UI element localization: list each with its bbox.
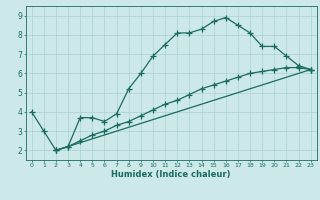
X-axis label: Humidex (Indice chaleur): Humidex (Indice chaleur) bbox=[111, 170, 231, 179]
